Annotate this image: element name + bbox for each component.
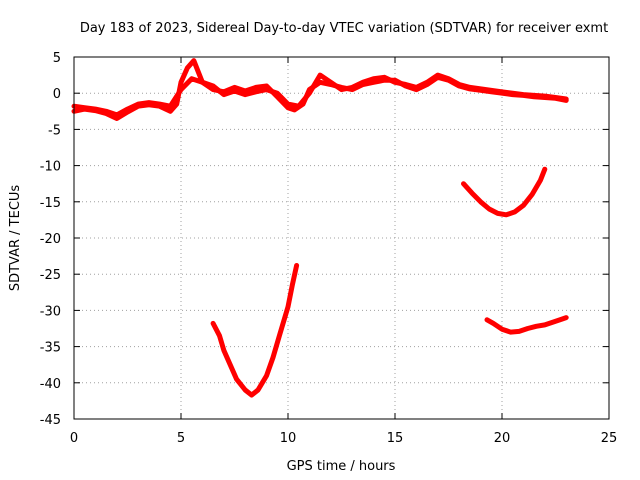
y-axis-label: SDTVAR / TECUs xyxy=(8,185,23,292)
chart-title: Day 183 of 2023, Sidereal Day-to-day VTE… xyxy=(80,21,608,36)
x-tick-label: 15 xyxy=(387,431,404,446)
data-series xyxy=(71,58,569,398)
x-tick-labels: 0 5 10 15 20 25 xyxy=(70,431,617,446)
x-tick-label: 0 xyxy=(70,431,78,446)
grid-lines xyxy=(74,57,609,419)
y-tick-label: 0 xyxy=(53,87,61,102)
series-arc-mid xyxy=(461,166,548,218)
series-arc-low xyxy=(210,263,300,398)
series-arc-right xyxy=(484,315,569,335)
y-tick-label: -30 xyxy=(40,304,61,319)
x-axis-label: GPS time / hours xyxy=(287,459,396,474)
y-tick-label: -15 xyxy=(40,196,61,211)
x-tick-label: 5 xyxy=(177,431,185,446)
x-tick-label: 10 xyxy=(280,431,297,446)
y-tick-label: -35 xyxy=(40,341,61,356)
series-main-band-b xyxy=(71,72,569,118)
axis-ticks xyxy=(73,56,610,420)
y-tick-label: -20 xyxy=(40,232,61,247)
y-tick-labels: 5 0 -5 -10 -15 -20 -25 -30 -35 -40 -45 xyxy=(40,51,61,428)
y-tick-label: -5 xyxy=(48,123,61,138)
y-tick-label: 5 xyxy=(53,51,61,66)
x-tick-label: 25 xyxy=(601,431,618,446)
y-tick-label: -10 xyxy=(40,160,61,175)
x-tick-label: 20 xyxy=(494,431,511,446)
y-tick-label: -45 xyxy=(40,413,61,428)
y-tick-label: -40 xyxy=(40,377,61,392)
y-tick-label: -25 xyxy=(40,268,61,283)
